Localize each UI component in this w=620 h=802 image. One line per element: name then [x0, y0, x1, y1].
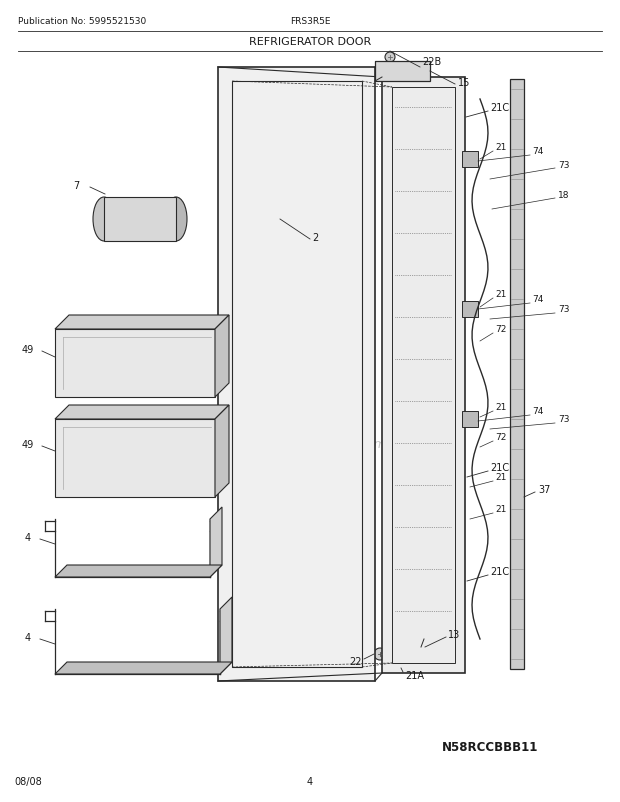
Text: 15: 15: [458, 78, 471, 88]
Text: 73: 73: [558, 415, 570, 424]
Polygon shape: [382, 78, 465, 673]
Circle shape: [395, 662, 405, 672]
Text: 21: 21: [495, 144, 507, 152]
Text: 74: 74: [532, 148, 543, 156]
Polygon shape: [462, 152, 478, 168]
Text: 72: 72: [495, 433, 507, 442]
Text: 74: 74: [532, 407, 543, 416]
Text: 21C: 21C: [490, 463, 509, 472]
Polygon shape: [215, 406, 229, 497]
Circle shape: [385, 53, 395, 63]
Text: 21: 21: [495, 505, 507, 514]
Text: 18: 18: [558, 190, 570, 199]
Text: 08/08: 08/08: [14, 776, 42, 786]
Polygon shape: [375, 62, 430, 82]
Text: 21: 21: [495, 290, 507, 299]
Circle shape: [465, 415, 475, 424]
Polygon shape: [462, 302, 478, 318]
Polygon shape: [218, 68, 375, 681]
Polygon shape: [55, 316, 229, 330]
Polygon shape: [55, 419, 215, 497]
Text: Publication No: 5995521530: Publication No: 5995521530: [18, 18, 146, 26]
Polygon shape: [510, 80, 524, 669]
Text: 49: 49: [22, 345, 34, 354]
Text: eReplacementParts.com: eReplacementParts.com: [234, 438, 386, 451]
Text: N58RCCBBB11: N58RCCBBB11: [442, 740, 538, 754]
Text: 37: 37: [538, 484, 551, 494]
Text: 21C: 21C: [490, 566, 509, 577]
Text: 13: 13: [448, 630, 460, 639]
Circle shape: [465, 305, 475, 314]
Text: REFRIGERATOR DOOR: REFRIGERATOR DOOR: [249, 37, 371, 47]
Text: 4: 4: [25, 632, 31, 642]
Ellipse shape: [93, 198, 115, 241]
Circle shape: [374, 648, 386, 660]
Polygon shape: [210, 508, 222, 577]
Polygon shape: [104, 198, 176, 241]
Text: 4: 4: [25, 533, 31, 542]
Text: 73: 73: [558, 160, 570, 169]
Polygon shape: [55, 406, 229, 419]
Text: 7: 7: [73, 180, 79, 191]
Polygon shape: [215, 316, 229, 398]
Text: 74: 74: [532, 295, 543, 304]
Polygon shape: [220, 597, 232, 674]
Circle shape: [416, 647, 424, 655]
Text: 2: 2: [312, 233, 318, 243]
Polygon shape: [55, 330, 215, 398]
Text: 22B: 22B: [422, 57, 441, 67]
Text: 21A: 21A: [405, 670, 424, 680]
Text: 72: 72: [495, 325, 507, 334]
Text: 4: 4: [307, 776, 313, 786]
Text: 21: 21: [495, 403, 507, 412]
Text: 21C: 21C: [490, 103, 509, 113]
Text: FRS3R5E: FRS3R5E: [290, 18, 330, 26]
Circle shape: [465, 155, 475, 164]
Text: 22: 22: [350, 656, 362, 666]
Polygon shape: [462, 411, 478, 427]
Text: 21: 21: [495, 473, 507, 482]
Polygon shape: [55, 662, 232, 674]
Text: 73: 73: [558, 305, 570, 314]
Text: 49: 49: [22, 439, 34, 449]
Polygon shape: [55, 565, 222, 577]
Ellipse shape: [165, 198, 187, 241]
